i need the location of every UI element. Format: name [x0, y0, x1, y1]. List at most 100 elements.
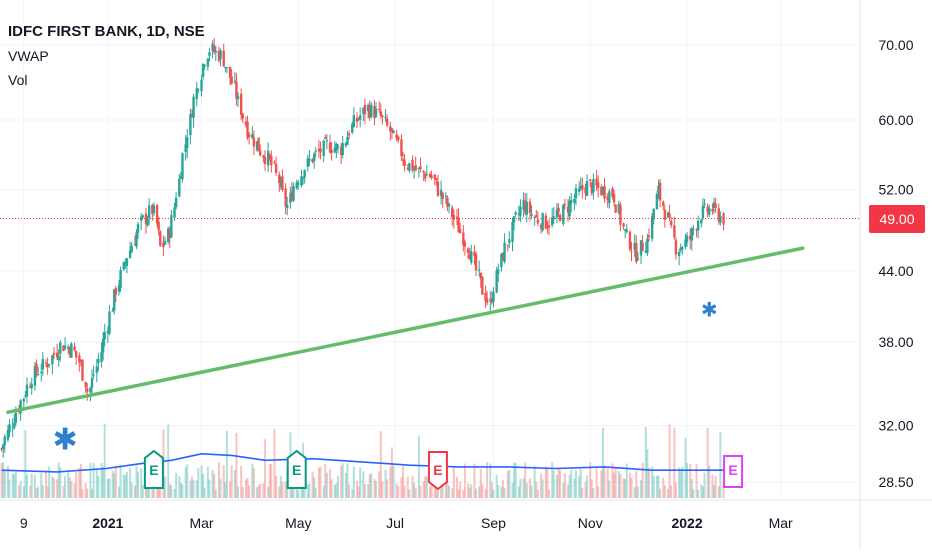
- volume-bar: [497, 485, 500, 498]
- indicator-vwap[interactable]: VWAP: [8, 48, 49, 64]
- volume-bar: [406, 476, 409, 498]
- candle-body: [455, 216, 459, 218]
- trendline: [6, 246, 805, 414]
- chart-title[interactable]: IDFC FIRST BANK, 1D, NSE: [8, 23, 205, 40]
- volume-bar: [589, 462, 592, 498]
- candle-body: [168, 229, 171, 239]
- candle-body: [357, 118, 360, 120]
- volume-bar: [246, 477, 249, 498]
- volume-bar: [35, 488, 38, 498]
- x-tick-label: 2021: [92, 515, 123, 531]
- candle-body: [477, 269, 481, 271]
- candle-body: [285, 204, 289, 208]
- volume-bar: [252, 468, 255, 498]
- candle-body: [211, 43, 214, 51]
- candle-body: [547, 225, 551, 228]
- volume-bar: [628, 472, 631, 498]
- candle-body: [374, 108, 378, 117]
- volume-bar: [511, 482, 514, 498]
- volume-bar: [479, 468, 482, 498]
- earnings-marker[interactable]: E: [286, 449, 307, 489]
- volume-bar: [308, 483, 311, 498]
- volume-bar: [381, 481, 384, 498]
- candle-body: [344, 143, 348, 146]
- volume-bar: [657, 475, 660, 498]
- volume-bar: [170, 485, 173, 498]
- volume-bar: [225, 431, 228, 498]
- volume-bar: [62, 485, 65, 498]
- volume-bar: [513, 462, 516, 498]
- volume-bar: [56, 479, 59, 498]
- candle-body: [101, 338, 105, 353]
- candle-body: [166, 228, 170, 243]
- candle-body: [117, 285, 121, 292]
- candle-body: [246, 121, 249, 138]
- candle-body: [203, 65, 206, 67]
- earnings-marker[interactable]: E: [143, 449, 164, 489]
- volume-bar: [13, 474, 16, 498]
- volume-bar: [375, 481, 378, 498]
- volume-bar: [178, 476, 181, 498]
- candle-body: [363, 104, 367, 115]
- volume-bar: [89, 462, 92, 498]
- candle-body: [239, 93, 243, 115]
- candle-body: [335, 143, 338, 151]
- volume-bar: [279, 475, 282, 498]
- volume-bar: [113, 473, 116, 498]
- volume-bar: [118, 486, 121, 498]
- volume-bar: [133, 485, 136, 498]
- candle-body: [41, 359, 45, 370]
- candle-body: [181, 153, 184, 180]
- volume-bar: [333, 484, 336, 498]
- volume-bar: [551, 462, 554, 498]
- volume-bar: [3, 470, 6, 498]
- volume-bar: [414, 488, 417, 498]
- x-tick-label: May: [285, 515, 311, 531]
- candle-body: [639, 240, 643, 256]
- volume-bar: [206, 466, 209, 498]
- candle-body: [119, 269, 122, 289]
- volume-bar: [514, 463, 517, 498]
- candle-body: [289, 193, 292, 203]
- volume-bar: [600, 470, 603, 498]
- candle-body: [590, 182, 594, 194]
- candle-body: [178, 178, 181, 197]
- volume-bar: [644, 426, 647, 498]
- candle-body: [200, 79, 203, 92]
- volume-bar: [481, 483, 484, 498]
- volume-bar: [641, 462, 644, 498]
- candle-body: [114, 288, 118, 295]
- volume-bar: [179, 482, 182, 498]
- volume-bar: [173, 489, 176, 498]
- candle-body: [524, 200, 527, 213]
- indicator-vol[interactable]: Vol: [8, 72, 28, 88]
- candle-body: [512, 216, 516, 223]
- candle-body: [36, 374, 40, 376]
- svg-text:E: E: [433, 462, 442, 478]
- volume-bar: [700, 484, 703, 498]
- candle-body: [152, 205, 156, 214]
- candle-body: [525, 201, 528, 215]
- candle-body: [128, 250, 132, 258]
- volume-bar: [45, 472, 48, 498]
- volume-bar: [356, 480, 359, 498]
- candle-body: [646, 238, 649, 254]
- earnings-marker[interactable]: E: [427, 451, 448, 491]
- x-tick-label: Jul: [386, 515, 404, 531]
- candle-body: [485, 298, 489, 303]
- earnings-marker[interactable]: E: [723, 455, 744, 488]
- volume-bar: [268, 463, 271, 498]
- candle-body: [55, 352, 59, 358]
- candle-body: [566, 206, 570, 213]
- candle-body: [539, 224, 543, 229]
- candle-body: [106, 330, 110, 334]
- candle-body: [25, 384, 29, 397]
- volume-bar: [541, 479, 544, 498]
- candle-body: [424, 173, 427, 179]
- candle-body: [562, 204, 565, 224]
- volume-bar: [91, 488, 94, 498]
- candle-body: [628, 231, 632, 250]
- candle-body: [501, 253, 505, 261]
